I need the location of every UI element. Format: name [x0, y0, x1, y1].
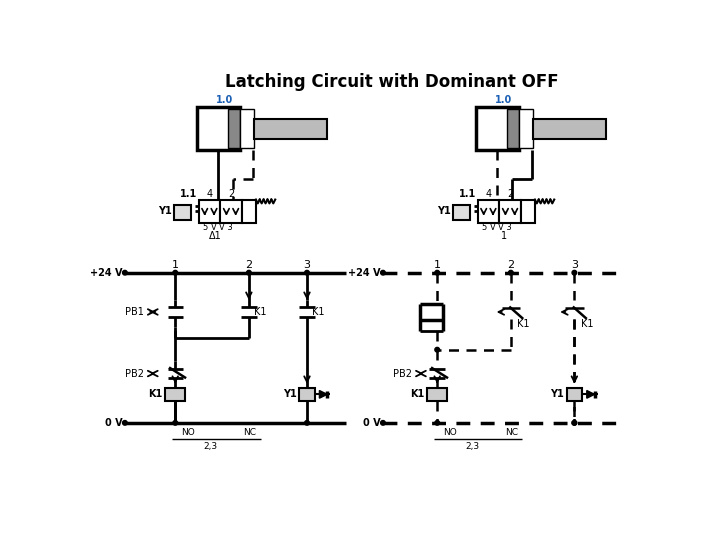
Text: +24 V: +24 V — [90, 268, 122, 278]
Bar — [197, 107, 240, 150]
Circle shape — [572, 271, 577, 275]
Text: V: V — [490, 223, 496, 232]
Text: PB2: PB2 — [125, 369, 144, 379]
Polygon shape — [320, 390, 327, 398]
Bar — [300, 388, 315, 401]
Text: 3: 3 — [304, 260, 310, 270]
Circle shape — [122, 421, 127, 425]
Bar — [499, 200, 521, 222]
Text: 4: 4 — [207, 189, 212, 199]
Text: 2: 2 — [507, 189, 513, 199]
Circle shape — [173, 271, 178, 275]
Text: PB1: PB1 — [125, 307, 144, 317]
Bar — [253, 119, 327, 139]
Circle shape — [122, 271, 127, 275]
Bar — [242, 200, 256, 222]
Bar — [240, 109, 253, 148]
Text: Y1: Y1 — [158, 206, 171, 216]
Text: 2,3: 2,3 — [203, 442, 217, 451]
Bar — [477, 200, 499, 222]
Text: V 3: V 3 — [219, 223, 233, 232]
Circle shape — [305, 421, 310, 425]
Text: 2: 2 — [228, 189, 234, 199]
Text: 1.0: 1.0 — [215, 95, 233, 105]
Text: 5: 5 — [482, 223, 487, 232]
Text: NO: NO — [181, 428, 194, 437]
Text: K1: K1 — [312, 307, 324, 317]
Text: 3: 3 — [571, 260, 578, 270]
Text: 1.1: 1.1 — [459, 189, 476, 199]
Text: K1: K1 — [410, 389, 425, 400]
Bar — [533, 119, 606, 139]
Text: 1.0: 1.0 — [495, 95, 512, 105]
Circle shape — [435, 421, 439, 425]
Text: NC: NC — [243, 428, 256, 437]
Bar — [220, 200, 242, 222]
Text: Y1: Y1 — [283, 389, 297, 400]
Circle shape — [508, 271, 513, 275]
Text: K1: K1 — [148, 389, 163, 400]
Text: Y1: Y1 — [551, 389, 564, 400]
Bar — [476, 107, 518, 150]
Text: 4: 4 — [485, 189, 492, 199]
Bar — [228, 109, 240, 148]
Bar — [507, 109, 518, 148]
Circle shape — [246, 271, 251, 275]
Text: 2: 2 — [246, 260, 253, 270]
Circle shape — [305, 271, 310, 275]
Circle shape — [572, 421, 577, 425]
Bar — [199, 200, 220, 222]
Bar — [427, 388, 447, 401]
Circle shape — [435, 347, 439, 352]
Text: 0 V: 0 V — [363, 418, 381, 428]
Text: Δ1: Δ1 — [210, 231, 222, 241]
Text: 1.1: 1.1 — [180, 189, 197, 199]
Circle shape — [381, 271, 385, 275]
Circle shape — [173, 421, 178, 425]
Bar — [518, 109, 533, 148]
Text: V: V — [211, 223, 217, 232]
Text: NC: NC — [505, 428, 518, 437]
Text: 1: 1 — [433, 260, 441, 270]
Text: 0 V: 0 V — [105, 418, 122, 428]
Text: 2,3: 2,3 — [465, 442, 479, 451]
Text: PB2: PB2 — [393, 369, 413, 379]
Bar — [567, 388, 582, 401]
Text: Latching Circuit with Dominant OFF: Latching Circuit with Dominant OFF — [225, 73, 559, 91]
Circle shape — [435, 271, 439, 275]
Text: +24 V: +24 V — [348, 268, 381, 278]
Bar — [165, 388, 185, 401]
Polygon shape — [587, 390, 595, 398]
Circle shape — [381, 421, 385, 425]
Text: V 3: V 3 — [498, 223, 511, 232]
Text: K1: K1 — [580, 319, 593, 328]
Text: K1: K1 — [253, 307, 266, 317]
Bar — [453, 205, 469, 220]
Text: 5: 5 — [203, 223, 208, 232]
Text: 2: 2 — [508, 260, 514, 270]
Text: 1: 1 — [172, 260, 179, 270]
Bar — [521, 200, 535, 222]
Text: Y1: Y1 — [436, 206, 451, 216]
Text: K1: K1 — [517, 319, 529, 328]
Text: NO: NO — [443, 428, 456, 437]
Circle shape — [572, 421, 577, 425]
Text: 1: 1 — [501, 231, 507, 241]
Bar — [174, 205, 191, 220]
